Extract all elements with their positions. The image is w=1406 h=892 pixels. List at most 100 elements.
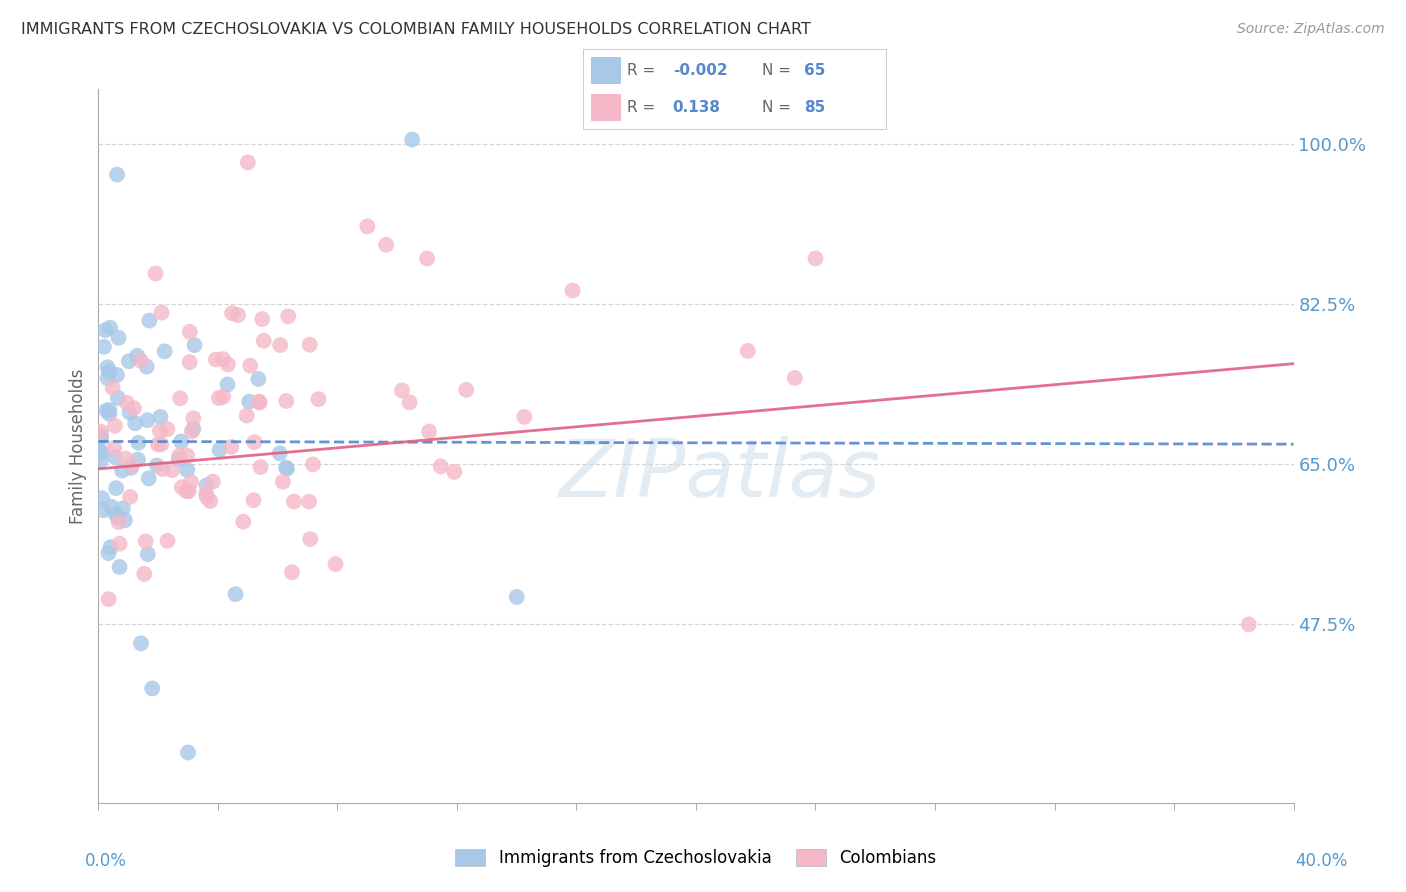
Point <box>150 305 173 319</box>
Point <box>103 450 125 464</box>
Point <box>107 391 129 405</box>
Point <box>169 449 191 463</box>
Point <box>195 478 218 492</box>
Point <box>104 418 127 433</box>
Point <box>183 338 205 352</box>
Point <box>456 383 478 397</box>
Point <box>120 460 142 475</box>
Bar <box>591 94 621 121</box>
Point <box>181 422 204 436</box>
Point <box>90 425 112 439</box>
Point <box>225 587 247 601</box>
Point <box>302 458 325 472</box>
Point <box>243 435 266 450</box>
Point <box>120 490 142 504</box>
Y-axis label: Family Households: Family Households <box>69 368 87 524</box>
Point <box>418 425 440 439</box>
Point <box>398 395 420 409</box>
Point <box>219 440 242 454</box>
Point <box>89 454 111 468</box>
Point <box>129 353 152 368</box>
Text: -0.002: -0.002 <box>672 63 727 78</box>
Point <box>298 494 321 508</box>
Point <box>98 320 121 334</box>
Point <box>783 371 806 385</box>
Point <box>135 534 157 549</box>
Point <box>281 565 304 579</box>
Point <box>247 394 270 409</box>
Point <box>375 237 398 252</box>
Text: N =: N = <box>762 63 790 78</box>
Point <box>97 546 120 560</box>
Point <box>127 452 149 467</box>
Text: R =: R = <box>627 63 655 78</box>
Point <box>299 532 322 546</box>
Point <box>176 484 198 499</box>
Point <box>104 507 127 521</box>
Point <box>105 168 128 182</box>
Point <box>247 372 270 386</box>
Point <box>107 331 129 345</box>
Point <box>134 566 156 581</box>
Point <box>269 446 291 460</box>
Point <box>249 395 271 409</box>
Point <box>200 494 222 508</box>
Point <box>96 371 118 385</box>
Point <box>561 284 583 298</box>
Point <box>97 592 120 607</box>
Point <box>100 500 122 514</box>
Point <box>94 323 117 337</box>
Text: R =: R = <box>627 100 655 115</box>
Point <box>181 411 204 425</box>
Point <box>283 494 305 508</box>
Point <box>236 155 259 169</box>
Point <box>100 540 122 554</box>
Point <box>153 344 176 359</box>
Point <box>276 462 298 476</box>
Text: 40.0%: 40.0% <box>1295 852 1348 870</box>
Point <box>129 636 152 650</box>
Point <box>226 308 249 322</box>
Point <box>1237 617 1260 632</box>
Point <box>195 486 218 500</box>
Point <box>136 547 159 561</box>
Point <box>152 462 174 476</box>
Point <box>169 392 191 406</box>
Point <box>221 306 243 320</box>
Point <box>138 313 160 327</box>
Point <box>136 413 159 427</box>
Point <box>177 746 200 760</box>
Text: 65: 65 <box>804 63 825 78</box>
Point <box>176 463 198 477</box>
Point <box>416 252 439 266</box>
Point <box>513 409 536 424</box>
Point <box>98 407 121 421</box>
Point <box>276 394 298 409</box>
Point <box>356 219 378 234</box>
Point <box>101 381 124 395</box>
Point <box>138 471 160 485</box>
Point <box>239 359 262 373</box>
Point <box>149 409 172 424</box>
Point <box>141 681 163 696</box>
Point <box>271 475 294 489</box>
Point <box>429 459 451 474</box>
Point <box>277 310 299 324</box>
Point <box>98 365 121 379</box>
Point <box>150 437 173 451</box>
Point <box>124 416 146 430</box>
Point <box>118 354 141 368</box>
Point <box>90 446 112 460</box>
Point <box>298 337 321 351</box>
Point <box>170 434 193 449</box>
Point <box>208 391 231 405</box>
Point <box>98 403 121 417</box>
Point <box>401 132 423 146</box>
Point <box>108 560 131 574</box>
Text: ZIPatlas: ZIPatlas <box>558 435 882 514</box>
Point <box>179 355 201 369</box>
Text: IMMIGRANTS FROM CZECHOSLOVAKIA VS COLOMBIAN FAMILY HOUSEHOLDS CORRELATION CHART: IMMIGRANTS FROM CZECHOSLOVAKIA VS COLOMB… <box>21 22 811 37</box>
Point <box>325 557 347 571</box>
Point <box>253 334 276 348</box>
Point <box>156 422 179 436</box>
